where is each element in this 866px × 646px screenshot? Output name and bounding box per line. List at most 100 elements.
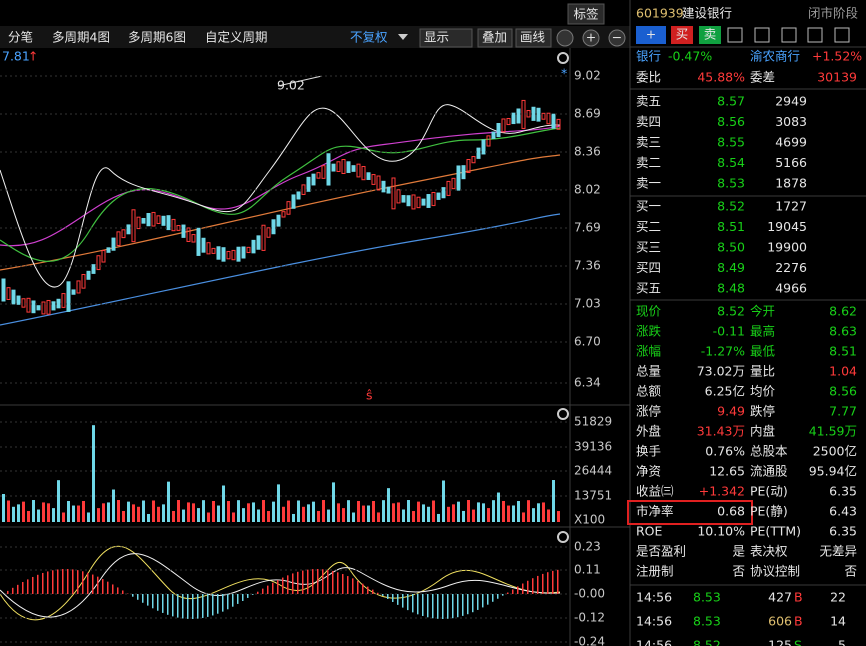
- quote-value: 9.49: [717, 404, 745, 419]
- macd-bar-decor: [382, 594, 384, 596]
- period-tab[interactable]: 多周期6图: [128, 30, 186, 45]
- zoom-label[interactable]: −: [612, 30, 622, 45]
- toolbar-button[interactable]: [515, 28, 552, 48]
- toolbar-button[interactable]: [419, 28, 473, 48]
- zoom-label[interactable]: +: [586, 30, 596, 45]
- toolbar-button-label[interactable]: 显示: [424, 30, 449, 45]
- macd-bar-decor: [222, 594, 224, 612]
- action-button[interactable]: [636, 26, 666, 44]
- candle-decor: [461, 165, 466, 180]
- candle-decor: [271, 219, 276, 235]
- action-button[interactable]: [699, 26, 721, 44]
- y-tick-label: 7.36: [574, 259, 601, 273]
- candle-decor: [246, 246, 251, 254]
- macd-bar-decor: [327, 569, 329, 594]
- index-name[interactable]: 渝农商行: [750, 49, 800, 64]
- macd-bar-decor: [487, 594, 489, 605]
- candle-decor: [326, 153, 331, 186]
- candle-decor: [421, 198, 426, 206]
- candle-decor: [161, 215, 166, 226]
- quote-value: 是: [732, 544, 745, 559]
- settings-icon[interactable]: [557, 52, 569, 64]
- candle-decor: [51, 301, 56, 311]
- trade-side: B: [794, 590, 803, 605]
- macd-bar-decor: [182, 594, 184, 619]
- quote-label: PE(动): [750, 484, 788, 499]
- macd-bar-decor: [242, 594, 244, 601]
- book-price: 8.48: [717, 281, 745, 296]
- toolbar-button[interactable]: [477, 28, 513, 48]
- volume-bar-decor: [87, 512, 90, 522]
- zoom-button[interactable]: [582, 29, 600, 47]
- volume-bar-decor: [17, 504, 20, 522]
- tag-label[interactable]: 标签: [573, 7, 599, 22]
- tool-icon[interactable]: [834, 27, 850, 43]
- book-price: 8.49: [717, 260, 745, 275]
- volume-bar-decor: [47, 503, 50, 522]
- quote-label: 涨跌: [636, 324, 662, 339]
- macd-bar-decor: [137, 594, 139, 600]
- zoom-button[interactable]: [608, 29, 626, 47]
- candle-decor: [56, 298, 61, 309]
- candle-decor: [216, 246, 221, 260]
- period-tab[interactable]: 自定义周期: [205, 30, 268, 45]
- candle-decor: [441, 187, 446, 199]
- tag-button[interactable]: [567, 3, 605, 25]
- adjust-select[interactable]: 不复权: [350, 30, 388, 45]
- tool-icon[interactable]: [727, 27, 743, 43]
- candle-decor: [101, 250, 106, 263]
- quote-value: 1.04: [829, 364, 857, 379]
- volume-bar-decor: [52, 508, 55, 522]
- macd-bar-decor: [247, 594, 249, 598]
- candle-decor: [511, 112, 516, 125]
- volume-bar-decor: [247, 503, 250, 522]
- candle-decor: [201, 237, 206, 253]
- book-volume: 1727: [775, 199, 807, 214]
- candle-decor: [436, 192, 441, 200]
- toolbar-button-label[interactable]: 画线: [520, 30, 546, 45]
- macd-bar-decor: [47, 571, 49, 594]
- action-button[interactable]: [671, 26, 693, 44]
- action-label[interactable]: +: [646, 27, 656, 42]
- macd-bar-decor: [427, 594, 429, 618]
- tool-icon[interactable]: [754, 27, 770, 43]
- volume-bar-decor: [377, 512, 380, 522]
- action-label[interactable]: 卖: [704, 27, 717, 42]
- trade-volume: 125: [768, 638, 792, 646]
- macd-bar-decor: [177, 594, 179, 618]
- candle-decor: [31, 300, 36, 314]
- candle-decor: [181, 224, 186, 238]
- trade-volume: 606: [768, 614, 792, 629]
- period-tab[interactable]: 分笔: [8, 30, 33, 45]
- y-tick-label: 8.69: [574, 107, 601, 121]
- volume-bar-decor: [292, 513, 295, 522]
- macd-bar-decor: [112, 584, 114, 594]
- candle-decor: [296, 191, 301, 200]
- book-price: 8.56: [717, 114, 745, 129]
- quote-label: 收益㈢: [636, 484, 674, 499]
- toolbar-button-label[interactable]: 叠加: [482, 30, 507, 45]
- quote-value: 41.59万: [809, 424, 857, 439]
- period-tab[interactable]: 多周期4图: [52, 30, 110, 45]
- candle-decor: [391, 177, 396, 210]
- settings-icon[interactable]: [557, 408, 569, 420]
- tool-icon[interactable]: [781, 27, 797, 43]
- candle-decor: [241, 246, 246, 259]
- quote-value: 否: [732, 564, 745, 579]
- candle-decor: [6, 287, 11, 300]
- refresh-button[interactable]: [556, 29, 574, 47]
- macd-bar-decor: [322, 569, 324, 594]
- tool-icon[interactable]: [807, 27, 823, 43]
- quote-value: 0.76%: [705, 444, 745, 459]
- macd-bar-decor: [482, 594, 484, 608]
- macd-bar-decor: [527, 580, 529, 594]
- action-label[interactable]: 买: [676, 27, 689, 42]
- settings-icon[interactable]: [557, 531, 569, 543]
- quote-value: 7.77: [829, 404, 857, 419]
- index-name[interactable]: 银行: [636, 49, 661, 64]
- quote-label: PE(静): [750, 504, 788, 519]
- book-price: 8.54: [717, 155, 745, 170]
- volume-bar-decor: [207, 512, 210, 522]
- trade-time: 14:56: [636, 590, 672, 605]
- macd-bar-decor: [37, 574, 39, 594]
